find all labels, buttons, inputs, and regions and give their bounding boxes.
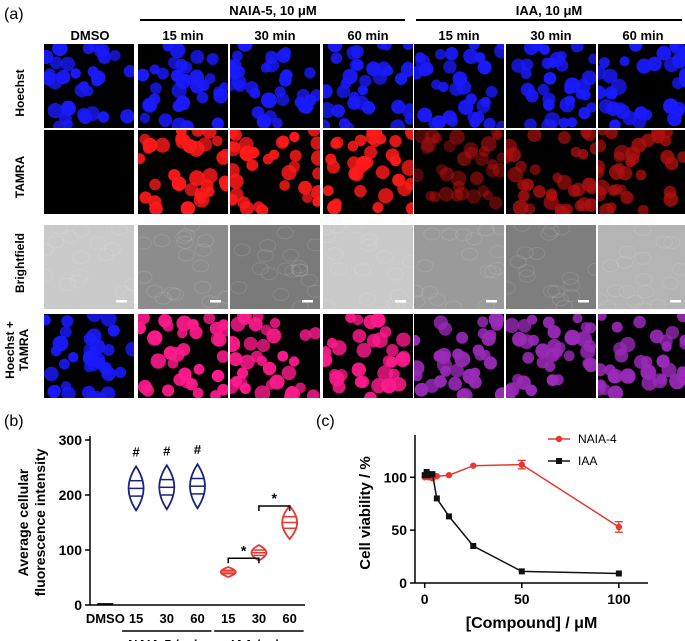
- x-tick-label: 50: [514, 591, 530, 607]
- micrograph-hoechst-4: [414, 44, 504, 128]
- x-tick-label: 60: [282, 611, 296, 626]
- micrograph-merge-2: [230, 314, 320, 398]
- data-point-iaa: [470, 543, 477, 549]
- significance-star: *: [241, 542, 247, 558]
- x-tick-label: 60: [190, 611, 204, 626]
- col-header-iaa-30: 30 min: [530, 28, 572, 43]
- row-label-hoechst: Hoechst: [13, 69, 27, 117]
- significance-hash: #: [163, 443, 171, 458]
- group-underline-naia5: [140, 19, 405, 21]
- micrograph-brightfield-1: [138, 225, 228, 309]
- y-tick-label: 100: [59, 542, 83, 558]
- micrograph-tamra-6: [598, 130, 685, 214]
- micrograph-brightfield-4: [414, 225, 504, 309]
- x-tick-label: 15: [129, 611, 143, 626]
- col-header-iaa-15: 15 min: [438, 28, 480, 43]
- data-point-iaa: [445, 513, 452, 520]
- micrograph-merge-0: [44, 314, 134, 398]
- data-point-iaa: [433, 495, 440, 502]
- group-label-iaa: IAA / min: [231, 637, 287, 641]
- row-label-merge-line1: Hoechst +: [3, 321, 17, 379]
- micrograph-hoechst-1: [138, 44, 228, 128]
- data-point-iaa: [425, 472, 432, 479]
- micrograph-hoechst-6: [598, 44, 685, 128]
- y-axis-label: Average cellularfluorescence intensity: [15, 448, 48, 596]
- legend-marker: [555, 435, 563, 443]
- micrograph-tamra-0: [44, 130, 134, 214]
- x-axis-label: [Compound] / μM: [466, 615, 598, 632]
- micrograph-hoechst-3: [323, 44, 413, 128]
- y-tick-label: 0: [74, 597, 82, 613]
- data-point-iaa: [518, 568, 525, 575]
- micrograph-brightfield-5: [506, 225, 596, 309]
- group-label-naia5: NAIA-5 / min: [128, 637, 205, 641]
- micrograph-merge-6: [598, 314, 685, 398]
- significance-bracket: [227, 557, 260, 564]
- micrograph-tamra-4: [414, 130, 504, 214]
- col-header-naia-60: 60 min: [347, 28, 389, 43]
- micrograph-tamra-5: [506, 130, 596, 214]
- violin-axes: 0 100 200 300: [59, 432, 305, 613]
- legend-marker: [556, 458, 562, 464]
- group-header-naia5: NAIA-5, 10 μM: [229, 3, 317, 18]
- micrograph-brightfield-0: [44, 225, 134, 309]
- micrograph-hoechst-0: [44, 44, 134, 128]
- col-header-naia-15: 15 min: [162, 28, 204, 43]
- x-tick-label: 30: [252, 611, 266, 626]
- viability-chart: 0 50 100 0 50 100 Cell viability / % [Compound]…: [357, 432, 648, 632]
- micrograph-brightfield-6: [598, 225, 685, 309]
- row-label-tamra: TAMRA: [13, 155, 27, 199]
- series-line-naia-4: [424, 463, 620, 528]
- x-tick-label: 15: [221, 611, 235, 626]
- x-tick-label: 30: [160, 611, 174, 626]
- data-point-iaa: [423, 469, 430, 475]
- data-point-naia4: [445, 471, 453, 479]
- data-point-iaa: [421, 472, 428, 479]
- significance-bracket: [258, 505, 291, 511]
- micrograph-brightfield-3: [323, 225, 413, 309]
- y-tick-label: 200: [59, 487, 83, 503]
- x-tick-label: DMSO: [86, 611, 125, 626]
- row-label-brightfield: Brightfield: [13, 233, 27, 293]
- micrograph-tamra-3: [323, 130, 413, 214]
- col-header-naia-30: 30 min: [254, 28, 296, 43]
- violin-chart: 0 100 200 300 Average cellularfluorescence i…: [15, 432, 305, 641]
- y-tick-label: 300: [59, 432, 83, 448]
- panel-a-letter: (a): [4, 6, 24, 23]
- micrograph-hoechst-5: [506, 44, 596, 128]
- significance-hash: #: [194, 442, 202, 457]
- col-header-dmso: DMSO: [70, 28, 110, 43]
- data-point-iaa: [429, 471, 436, 478]
- significance-hash: #: [132, 444, 140, 459]
- micrograph-tamra-1: [138, 130, 228, 214]
- x-tick-label: 100: [607, 591, 631, 607]
- row-label-merge-line2: TAMRA: [17, 328, 31, 372]
- data-point-iaa: [615, 570, 622, 577]
- micrograph-merge-1: [138, 314, 228, 398]
- series-line-iaa: [424, 470, 619, 575]
- legend-label: NAIA-4: [578, 432, 617, 446]
- y-axis-label: Cell viability / %: [357, 456, 374, 569]
- y-tick-label: 50: [391, 522, 407, 538]
- micrograph-merge-3: [323, 314, 413, 398]
- x-tick-label: 0: [421, 591, 429, 607]
- micrograph-merge-5: [506, 314, 596, 398]
- micrograph-merge-4: [414, 314, 504, 398]
- significance-star: *: [272, 490, 278, 506]
- micrograph-tamra-2: [230, 130, 320, 214]
- group-header-iaa: IAA, 10 μM: [515, 3, 583, 18]
- y-tick-label: 100: [384, 469, 408, 485]
- y-tick-label: 0: [399, 575, 407, 591]
- legend-label: IAA: [578, 454, 597, 468]
- group-underline-iaa: [416, 19, 682, 21]
- data-point-naia4: [470, 462, 477, 469]
- row-label-merge: Hoechst + TAMRA: [3, 305, 31, 395]
- micrograph-hoechst-2: [230, 44, 320, 128]
- micrograph-brightfield-2: [230, 225, 320, 309]
- panel-c-letter: (c): [316, 413, 335, 430]
- col-header-iaa-60: 60 min: [622, 28, 664, 43]
- panel-b-letter: (b): [4, 413, 24, 430]
